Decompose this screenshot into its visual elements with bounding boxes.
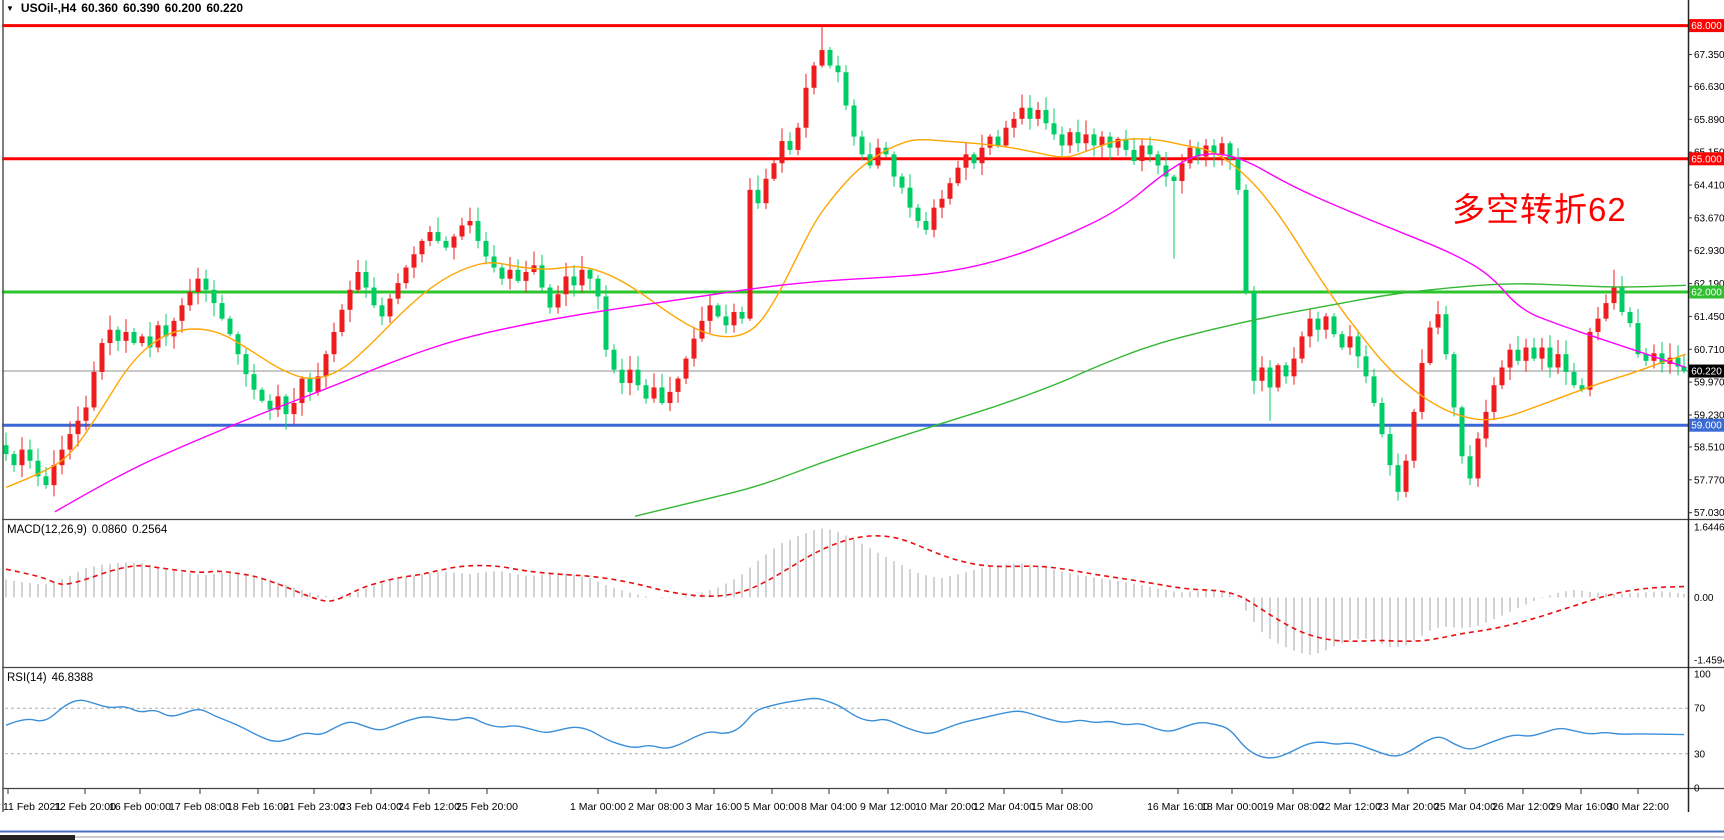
indicator-axes[interactable]: 1.6446 0.00 -1.4594 100 70 30 0 <box>1694 523 1724 795</box>
time-tick-label: 16 Mar 16:00 <box>1147 801 1209 813</box>
time-tick-label: 24 Feb 12:00 <box>398 801 460 813</box>
price-badge <box>1689 285 1724 299</box>
time-tick-label: 3 Mar 16:00 <box>686 801 742 813</box>
price-tick-label: 57.030 <box>1694 508 1724 519</box>
price-badge-label: 60.220 <box>1691 367 1722 378</box>
price-badge <box>1689 152 1724 166</box>
time-tick-label: 5 Mar 00:00 <box>744 801 800 813</box>
price-tick-label: 60.710 <box>1694 345 1724 356</box>
rsi-indicator-label: RSI(14) 46.8388 <box>7 672 93 684</box>
price-badge-label: 68.000 <box>1691 21 1722 32</box>
rsi-name: RSI(14) <box>7 672 47 684</box>
rsi-value: 46.8388 <box>51 672 94 684</box>
chart-text-annotation[interactable]: 多空转折62 <box>1452 191 1627 228</box>
macd-signal-value: 0.2564 <box>132 524 168 536</box>
price-tick-label: 59.230 <box>1694 410 1724 421</box>
time-tick-label: 10 Mar 20:00 <box>915 801 977 813</box>
time-tick-label: 23 Mar 20:00 <box>1377 801 1439 813</box>
price-tick-label: 66.630 <box>1694 82 1724 93</box>
ma-slow-green <box>634 283 1687 517</box>
time-tick-label: 21 Feb 23:00 <box>283 801 345 813</box>
price-badge <box>1689 418 1724 432</box>
rsi-axis-label: 0 <box>1694 784 1700 795</box>
rsi-axis-label: 30 <box>1694 749 1706 760</box>
horizontal-level-lines <box>2 24 1688 427</box>
rsi-panel <box>5 697 1688 759</box>
time-tick-label: 22 Mar 12:00 <box>1319 801 1381 813</box>
time-tick-label: 30 Mar 22:00 <box>1607 801 1669 813</box>
ma-fast-orange <box>5 138 1687 489</box>
price-badge-label: 59.000 <box>1691 421 1722 432</box>
macd-axis-label: 1.6446 <box>1694 523 1724 534</box>
time-tick-label: 16 Feb 00:00 <box>109 801 171 813</box>
time-tick-label: 15 Mar 08:00 <box>1031 801 1093 813</box>
bar-close-value: 60.220 <box>206 1 244 15</box>
time-tick-label: 26 Mar 12:00 <box>1492 801 1554 813</box>
price-badge <box>1689 19 1724 33</box>
macd-signal-line <box>5 535 1685 643</box>
price-tick-label: 67.350 <box>1694 50 1724 61</box>
time-tick-label: 12 Mar 04:00 <box>973 801 1035 813</box>
price-tick-label: 64.410 <box>1694 180 1724 191</box>
bar-high-value: 60.390 <box>122 1 160 15</box>
ma-medium-magenta <box>54 153 1687 513</box>
macd-axis-label: 0.00 <box>1694 593 1714 604</box>
horizontal-scrollbar-thumb[interactable] <box>0 835 75 840</box>
price-tick-label: 59.970 <box>1694 378 1724 389</box>
time-tick-label: 9 Mar 12:00 <box>860 801 916 813</box>
time-tick-label: 18 Feb 16:00 <box>227 801 289 813</box>
time-tick-label: 18 Mar 00:00 <box>1201 801 1263 813</box>
time-tick-label: 11 Feb 2021 <box>3 801 61 813</box>
symbol-header: ▼ USOil-,H4 60.360 60.390 60.200 60.220 <box>6 1 243 15</box>
time-tick-label: 25 Mar 04:00 <box>1434 801 1496 813</box>
time-tick-label: 8 Mar 04:00 <box>801 801 857 813</box>
price-badge-label: 65.000 <box>1691 154 1722 165</box>
price-tick-label: 63.670 <box>1694 213 1724 224</box>
time-tick-label: 17 Feb 08:00 <box>169 801 231 813</box>
price-badge-label: 62.000 <box>1691 288 1722 299</box>
price-tick-label: 62.930 <box>1694 246 1724 257</box>
macd-name: MACD(12,26,9) <box>7 524 87 536</box>
time-tick-label: 1 Mar 00:00 <box>570 801 626 813</box>
macd-axis-label: -1.4594 <box>1694 656 1724 667</box>
moving-averages <box>5 138 1687 517</box>
price-tick-label: 61.450 <box>1694 312 1724 323</box>
price-badge <box>1689 364 1724 378</box>
rsi-axis-label: 100 <box>1694 670 1711 681</box>
time-tick-label: 23 Feb 04:00 <box>340 801 402 813</box>
time-tick-label: 25 Feb 20:00 <box>456 801 518 813</box>
collapse-arrow-icon[interactable]: ▼ <box>6 3 14 13</box>
price-tick-label: 65.890 <box>1694 115 1724 126</box>
bar-low-value: 60.200 <box>164 1 202 15</box>
price-tick-label: 58.510 <box>1694 442 1724 453</box>
symbol-timeframe-label: USOil-,H4 <box>20 1 77 15</box>
bar-open-value: 60.360 <box>81 1 118 15</box>
price-axis[interactable]: 67.35066.63065.89065.15064.41063.67062.9… <box>1688 19 1724 519</box>
candles <box>3 27 1687 501</box>
time-tick-label: 2 Mar 08:00 <box>628 801 684 813</box>
macd-indicator-label: MACD(12,26,9) 0.0860 0.2564 <box>7 524 167 536</box>
macd-panel <box>5 528 1685 655</box>
rsi-axis-label: 70 <box>1694 704 1706 715</box>
macd-main-value: 0.0860 <box>91 524 128 536</box>
time-tick-label: 12 Feb 20:00 <box>54 801 116 813</box>
time-tick-label: 19 Mar 08:00 <box>1262 801 1324 813</box>
time-tick-label: 29 Mar 16:00 <box>1550 801 1612 813</box>
price-tick-label: 62.190 <box>1694 279 1724 290</box>
rsi-line <box>5 697 1685 759</box>
price-tick-label: 57.770 <box>1694 475 1724 486</box>
